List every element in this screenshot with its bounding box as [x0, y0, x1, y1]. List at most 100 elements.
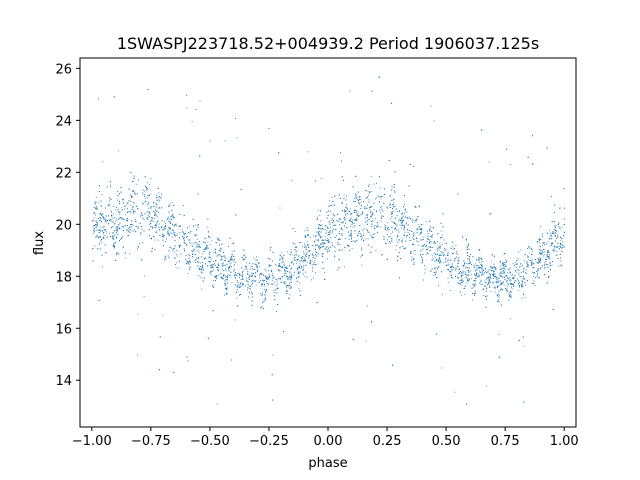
- scatter-point: [143, 219, 145, 221]
- scatter-point: [153, 218, 155, 219]
- scatter-point: [510, 284, 512, 285]
- scatter-point: [481, 274, 483, 276]
- scatter-point: [124, 214, 126, 216]
- scatter-point: [279, 263, 281, 265]
- scatter-point: [485, 279, 487, 281]
- scatter-point: [515, 271, 517, 273]
- scatter-point: [471, 299, 473, 301]
- scatter-point: [215, 252, 217, 254]
- scatter-point: [297, 267, 298, 269]
- scatter-point: [430, 226, 432, 228]
- scatter-point: [301, 258, 303, 260]
- scatter-point: [244, 258, 246, 260]
- scatter-point: [509, 294, 511, 295]
- scatter-point: [438, 246, 440, 248]
- scatter-point: [147, 89, 149, 90]
- scatter-point: [380, 207, 382, 208]
- scatter-point: [173, 204, 175, 206]
- scatter-point: [441, 367, 443, 369]
- scatter-point: [144, 201, 146, 203]
- scatter-point: [321, 246, 323, 247]
- scatter-point: [303, 261, 305, 263]
- scatter-point: [282, 266, 284, 268]
- scatter-point: [329, 199, 331, 201]
- scatter-point: [329, 246, 331, 248]
- scatter-point: [363, 228, 365, 230]
- scatter-point: [118, 213, 120, 215]
- scatter-point: [221, 266, 223, 267]
- scatter-point: [288, 283, 290, 284]
- scatter-point: [432, 227, 434, 229]
- scatter-point: [222, 264, 223, 266]
- scatter-point: [210, 266, 212, 268]
- scatter-point: [527, 248, 528, 249]
- scatter-point: [356, 240, 358, 242]
- scatter-point: [485, 385, 487, 387]
- scatter-point: [352, 226, 354, 228]
- scatter-point: [429, 242, 431, 244]
- scatter-point: [328, 210, 330, 212]
- scatter-point: [435, 272, 437, 273]
- scatter-point: [261, 272, 263, 274]
- scatter-point: [154, 212, 156, 213]
- scatter-point: [344, 266, 345, 268]
- scatter-point: [358, 216, 359, 217]
- scatter-point: [332, 201, 334, 202]
- scatter-point: [438, 266, 440, 268]
- scatter-point: [308, 255, 310, 257]
- scatter-point: [511, 274, 513, 275]
- scatter-point: [424, 268, 426, 270]
- scatter-point: [133, 205, 134, 207]
- scatter-point: [559, 228, 561, 230]
- scatter-point: [371, 236, 373, 238]
- scatter-point: [529, 247, 531, 249]
- scatter-point: [103, 237, 105, 239]
- scatter-point: [213, 275, 215, 277]
- scatter-point: [509, 280, 511, 282]
- scatter-point: [133, 190, 134, 191]
- scatter-point: [175, 267, 177, 269]
- scatter-point: [389, 236, 391, 237]
- scatter-point: [527, 265, 529, 267]
- scatter-point: [176, 262, 178, 264]
- scatter-point: [258, 262, 260, 264]
- scatter-point: [416, 238, 418, 240]
- scatter-point: [538, 249, 540, 251]
- scatter-point: [540, 239, 542, 240]
- scatter-point: [406, 211, 408, 213]
- scatter-point: [208, 236, 210, 238]
- scatter-point: [349, 208, 351, 210]
- scatter-point: [553, 249, 554, 251]
- scatter-point: [95, 214, 97, 216]
- scatter-point: [111, 221, 113, 223]
- scatter-point: [132, 206, 133, 208]
- scatter-point: [349, 234, 351, 236]
- scatter-point: [219, 250, 220, 251]
- scatter-point: [149, 224, 151, 225]
- scatter-point: [155, 213, 156, 215]
- scatter-point: [290, 288, 292, 289]
- scatter-point: [121, 235, 123, 237]
- scatter-point: [377, 226, 379, 227]
- scatter-point: [224, 140, 226, 142]
- scatter-point: [442, 234, 443, 236]
- scatter-point: [239, 277, 240, 278]
- scatter-point: [404, 231, 406, 233]
- scatter-point: [105, 231, 107, 233]
- scatter-point: [478, 270, 480, 272]
- scatter-point: [116, 254, 117, 256]
- scatter-point: [266, 276, 268, 278]
- scatter-point: [240, 283, 241, 284]
- scatter-point: [214, 263, 216, 264]
- scatter-point: [245, 262, 247, 264]
- scatter-point: [251, 293, 253, 295]
- scatter-point: [336, 269, 338, 271]
- scatter-point: [282, 266, 284, 267]
- scatter-point: [167, 216, 169, 218]
- scatter-point: [108, 203, 110, 205]
- scatter-point: [433, 242, 435, 244]
- scatter-point: [228, 274, 230, 276]
- scatter-point: [371, 205, 373, 207]
- scatter-point: [331, 219, 333, 221]
- scatter-point: [235, 284, 237, 286]
